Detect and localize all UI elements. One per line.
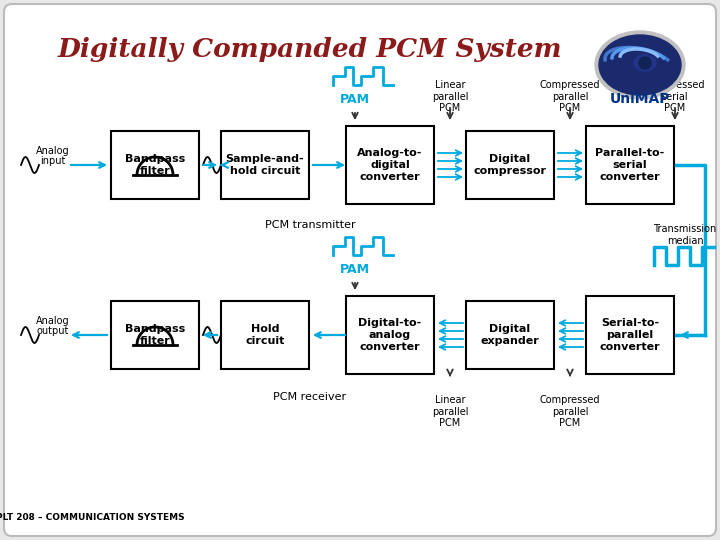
Text: input: input: [40, 156, 66, 166]
Ellipse shape: [634, 55, 656, 71]
Text: Transmission
median: Transmission median: [653, 224, 716, 246]
Text: Linear
parallel
PCM: Linear parallel PCM: [432, 395, 468, 428]
FancyBboxPatch shape: [346, 126, 434, 204]
FancyBboxPatch shape: [4, 4, 716, 536]
Text: Serial-to-
parallel
converter: Serial-to- parallel converter: [600, 319, 660, 352]
FancyBboxPatch shape: [346, 296, 434, 374]
FancyBboxPatch shape: [221, 131, 309, 199]
FancyBboxPatch shape: [466, 131, 554, 199]
FancyBboxPatch shape: [586, 296, 674, 374]
Text: Analog: Analog: [36, 316, 70, 326]
Ellipse shape: [599, 35, 681, 95]
Text: Parallel-to-
serial
converter: Parallel-to- serial converter: [595, 148, 665, 181]
Text: Analog: Analog: [36, 146, 70, 156]
FancyBboxPatch shape: [111, 301, 199, 369]
Text: Compressed
parallel
PCM: Compressed parallel PCM: [540, 395, 600, 428]
Text: Sample-and-
hold circuit: Sample-and- hold circuit: [225, 154, 305, 176]
FancyBboxPatch shape: [111, 131, 199, 199]
Text: PAM: PAM: [340, 93, 370, 106]
Text: Compressed
serial
PCM: Compressed serial PCM: [644, 80, 706, 113]
Text: Linear
parallel
PCM: Linear parallel PCM: [432, 80, 468, 113]
Text: Compressed
parallel
PCM: Compressed parallel PCM: [540, 80, 600, 113]
Text: Analog-to-
digital
converter: Analog-to- digital converter: [357, 148, 423, 181]
Text: Hold
circuit: Hold circuit: [246, 324, 284, 346]
Text: Digital-to-
analog
converter: Digital-to- analog converter: [359, 319, 422, 352]
Text: Digital
compressor: Digital compressor: [474, 154, 546, 176]
Text: output: output: [37, 326, 69, 336]
Text: Bandpass
filter: Bandpass filter: [125, 154, 185, 176]
FancyBboxPatch shape: [586, 126, 674, 204]
FancyBboxPatch shape: [466, 301, 554, 369]
Ellipse shape: [639, 57, 651, 69]
Text: PLT 208 – COMMUNICATION SYSTEMS: PLT 208 – COMMUNICATION SYSTEMS: [0, 514, 184, 523]
Text: PAM: PAM: [340, 263, 370, 276]
Text: Digitally Companded PCM System: Digitally Companded PCM System: [58, 37, 562, 63]
Text: PCM receiver: PCM receiver: [274, 392, 346, 402]
Ellipse shape: [595, 31, 685, 99]
Text: UniMAP: UniMAP: [610, 92, 670, 106]
FancyBboxPatch shape: [221, 301, 309, 369]
Text: PCM transmitter: PCM transmitter: [265, 220, 355, 230]
Text: Digital
expander: Digital expander: [481, 324, 539, 346]
Text: Bandpass
filter: Bandpass filter: [125, 324, 185, 346]
